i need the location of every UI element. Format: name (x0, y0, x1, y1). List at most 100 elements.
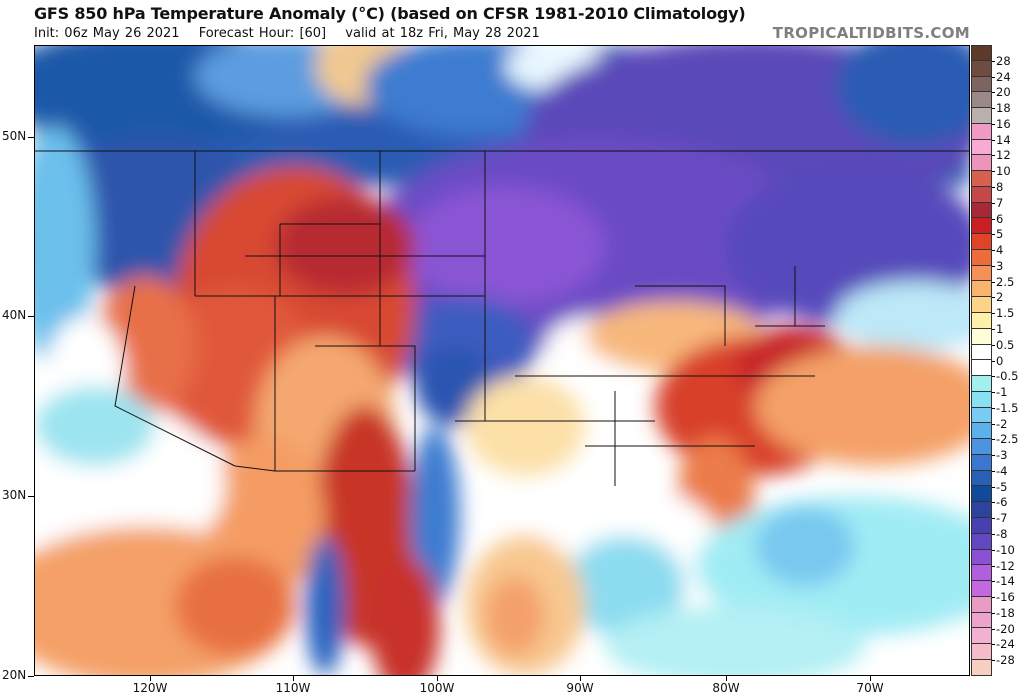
colorbar-label: -1.5 (996, 400, 1019, 415)
colorbar-tick (992, 644, 995, 646)
colorbar-label: 12 (996, 148, 1011, 163)
colorbar-swatch (971, 644, 992, 660)
colorbar-swatch (971, 313, 992, 329)
colorbar-tick (992, 139, 995, 141)
colorbar-tick (992, 202, 995, 204)
colorbar-tick (992, 597, 995, 599)
colorbar-swatch (971, 297, 992, 314)
lon-label-70w: 70W (856, 681, 884, 695)
colorbar-label: -5 (996, 479, 1008, 494)
colorbar-swatch (971, 76, 992, 93)
colorbar-tick (992, 313, 995, 315)
colorbar-swatch (971, 612, 992, 629)
map-field (35, 46, 969, 675)
lon-label-120w: 120W (132, 681, 168, 695)
colorbar-label: 5 (996, 227, 1004, 242)
colorbar-label: -4 (996, 463, 1008, 478)
colorbar-label: 10 (996, 164, 1011, 179)
colorbar-tick (992, 534, 995, 536)
colorbar-label: 4 (996, 243, 1004, 258)
colorbar-swatch (971, 328, 992, 345)
colorbar-swatch (971, 60, 992, 77)
colorbar-swatch (971, 549, 992, 566)
colorbar-label: 1.5 (996, 306, 1015, 321)
lat-label-40n: 40N (2, 308, 27, 322)
colorbar-swatch (971, 628, 992, 645)
colorbar-label: 20 (996, 85, 1011, 100)
colorbar-swatch (971, 581, 992, 597)
colorbar-label: 2 (996, 290, 1004, 305)
colorbar-label: 0 (996, 353, 1004, 368)
colorbar-swatch (971, 171, 992, 187)
lon-tick (580, 676, 581, 681)
chart-title: GFS 850 hPa Temperature Anomaly (°C) (ba… (34, 4, 746, 23)
colorbar-swatch (971, 470, 992, 487)
colorbar-swatch (971, 407, 992, 424)
lon-tick (726, 676, 727, 681)
colorbar-tick (992, 660, 995, 662)
colorbar-swatch (971, 439, 992, 455)
colorbar-tick (992, 234, 995, 236)
colorbar-tick (992, 376, 995, 378)
colorbar (971, 45, 992, 676)
valid-time: valid at 18z Fri, May 28 2021 (345, 26, 540, 41)
colorbar-label: 16 (996, 116, 1011, 131)
colorbar-label: -3 (996, 448, 1008, 463)
colorbar-tick (992, 344, 995, 346)
colorbar-label: 7 (996, 195, 1004, 210)
colorbar-swatch (971, 344, 992, 361)
lat-label-20n: 20N (2, 668, 27, 682)
colorbar-swatch (971, 92, 992, 109)
colorbar-tick (992, 123, 995, 125)
colorbar-tick (992, 518, 995, 520)
colorbar-swatch (971, 423, 992, 440)
colorbar-swatch (971, 486, 992, 503)
colorbar-swatch (971, 533, 992, 550)
lat-tick (28, 496, 34, 497)
colorbar-tick (992, 186, 995, 188)
colorbar-label: -18 (996, 605, 1015, 620)
colorbar-tick (992, 297, 995, 299)
colorbar-tick (992, 92, 995, 94)
anomaly-map (34, 45, 970, 676)
colorbar-swatch (971, 454, 992, 471)
colorbar-label: -8 (996, 527, 1008, 542)
colorbar-label: -2.5 (996, 432, 1019, 447)
colorbar-label: -7 (996, 511, 1008, 526)
lon-label-110w: 110W (275, 681, 311, 695)
colorbar-swatch (971, 202, 992, 219)
brand-watermark: TROPICALTIDBITS.COM (772, 24, 970, 42)
colorbar-label: -0.5 (996, 369, 1019, 384)
colorbar-tick (992, 392, 995, 394)
colorbar-tick (992, 407, 995, 409)
lon-tick (293, 676, 294, 681)
lat-tick (28, 137, 34, 138)
colorbar-label: -6 (996, 495, 1008, 510)
colorbar-tick (992, 250, 995, 252)
colorbar-label: 28 (996, 53, 1011, 68)
forecast-hour: Forecast Hour: [60] (198, 26, 327, 41)
colorbar-label: 14 (996, 132, 1011, 147)
colorbar-swatch (971, 155, 992, 172)
colorbar-tick (992, 455, 995, 457)
colorbar-tick (992, 218, 995, 220)
colorbar-label: -16 (996, 590, 1015, 605)
colorbar-swatch (971, 565, 992, 582)
colorbar-swatch (971, 108, 992, 124)
colorbar-swatch (971, 659, 992, 676)
colorbar-label: 1 (996, 321, 1004, 336)
lon-label-100w: 100W (419, 681, 455, 695)
chart-subtitle: Init: 06z May 26 2021 Forecast Hour: [60… (34, 26, 554, 41)
lon-tick (150, 676, 151, 681)
lat-tick (28, 676, 34, 677)
colorbar-swatch (971, 265, 992, 282)
colorbar-swatch (971, 186, 992, 203)
colorbar-tick (992, 171, 995, 173)
lat-tick (28, 316, 34, 317)
lon-label-90w: 90W (566, 681, 594, 695)
colorbar-tick (992, 360, 995, 362)
colorbar-tick (992, 565, 995, 567)
colorbar-swatch (971, 502, 992, 518)
colorbar-label: 3 (996, 258, 1004, 273)
colorbar-swatch (971, 596, 992, 613)
